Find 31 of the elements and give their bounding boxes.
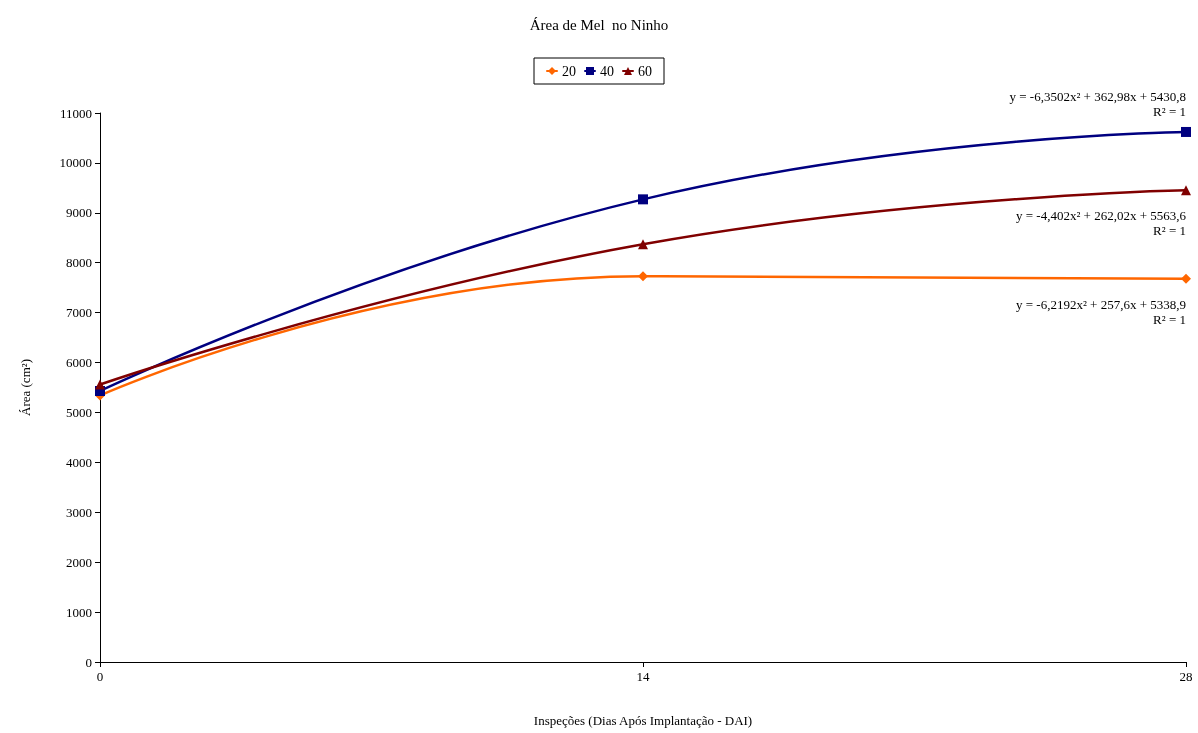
- point: [95, 379, 105, 390]
- x-tick-label: 14: [636, 669, 650, 684]
- y-tick-label: 10000: [59, 155, 92, 171]
- point: [1181, 273, 1191, 284]
- y-tick-label: 5000: [66, 404, 92, 420]
- legend-label: 60: [638, 63, 652, 79]
- legend-label: 40: [600, 63, 614, 79]
- point: [638, 194, 648, 205]
- y-tick-label: 4000: [66, 454, 92, 470]
- annotation: y = -4,402x² + 262,02x + 5563,6 R² = 1: [1016, 208, 1187, 238]
- x-tick-label: 0: [96, 669, 104, 684]
- annotation: y = -6,2192x² + 257,6x + 5338,9 R² = 1: [1016, 297, 1186, 327]
- annotation: y = -6,3502x² + 362,98x + 5430,8 R² = 1: [1009, 89, 1186, 119]
- point: [1181, 185, 1191, 196]
- x-axis-title: Inspeções (Dias Após Implantação - DAI): [533, 713, 753, 728]
- point: [1181, 126, 1191, 137]
- x-tick-label: 28: [1179, 669, 1193, 684]
- legend-label: 20: [562, 63, 576, 79]
- y-tick-label: 3000: [66, 504, 92, 520]
- y-tick-label: 8000: [66, 255, 92, 271]
- y-tick-label: 1000: [66, 604, 92, 620]
- y-tick-label: 7000: [66, 305, 92, 321]
- y-tick-label: 2000: [66, 554, 92, 570]
- y-tick-label: 0: [85, 654, 92, 670]
- y-tick-label: 9000: [66, 205, 92, 221]
- point: [638, 271, 648, 282]
- y-tick-label: 6000: [66, 355, 92, 371]
- y-tick-label: 11000: [59, 105, 92, 121]
- chart-title: Área de Mel no Ninho: [529, 16, 669, 33]
- point: [638, 239, 648, 250]
- y-axis-title: Área (cm²): [18, 359, 33, 416]
